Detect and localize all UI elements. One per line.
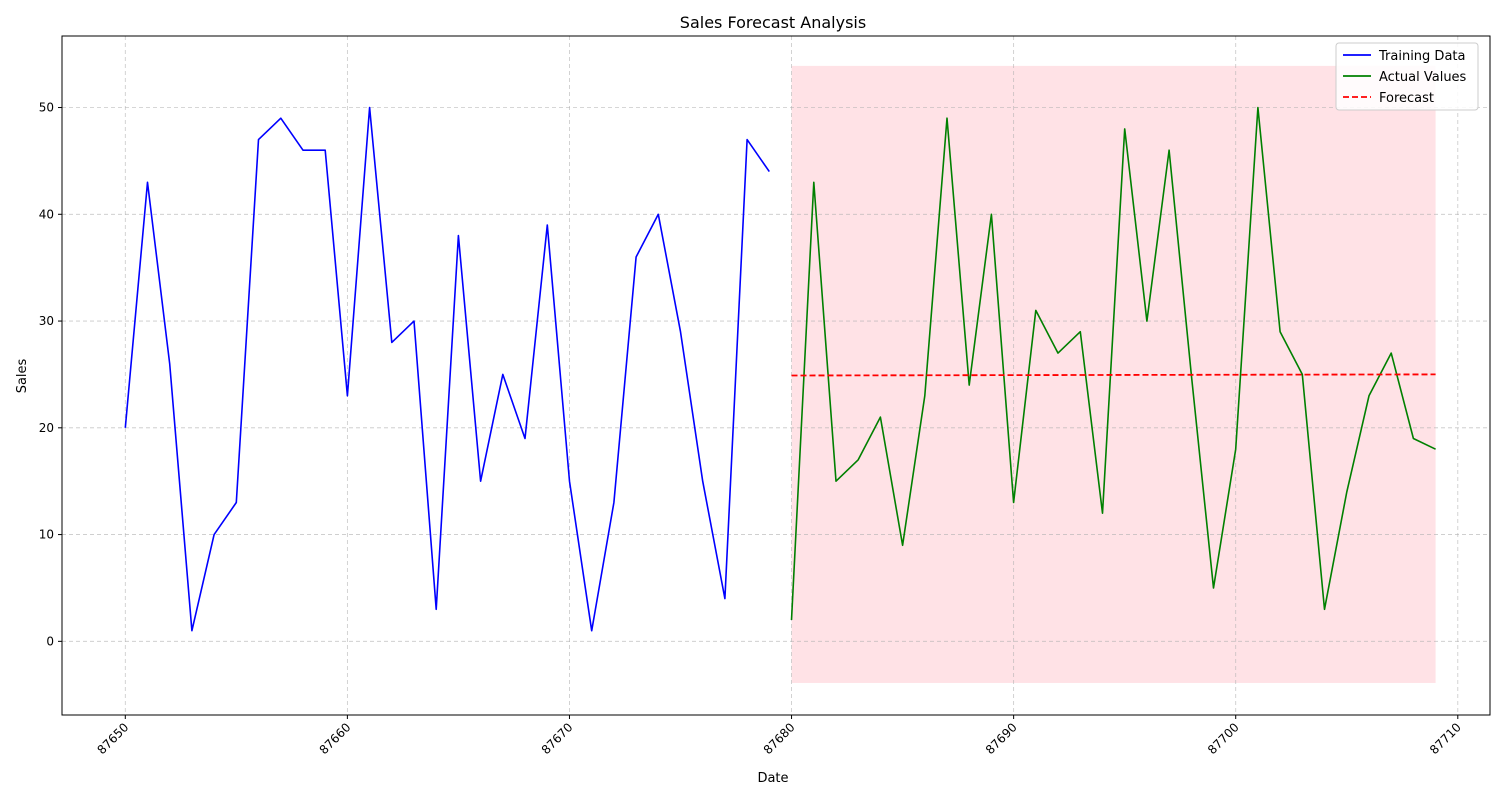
legend-items: Training Data Actual Values Forecast	[1343, 49, 1467, 106]
y-tick-label: 0	[46, 634, 54, 648]
x-tick-label: 87710	[1427, 720, 1464, 757]
legend: Training Data Actual Values Forecast	[1335, 42, 1479, 111]
x-tick-label: 87690	[983, 720, 1020, 757]
y-tick-label: 30	[39, 314, 54, 328]
series-line-training-data	[124, 106, 770, 632]
y-tick-label: 40	[39, 207, 54, 221]
legend-label: Training Data	[1378, 49, 1465, 64]
legend-box	[1335, 42, 1479, 111]
series-line-forecast	[791, 373, 1436, 377]
legend-label: Forecast	[1379, 91, 1434, 106]
plot-frame	[61, 35, 1491, 716]
y-axis-label: Sales	[15, 358, 30, 393]
y-axis-ticks: 0 10 20 30 40 50	[39, 101, 62, 648]
confidence-band-layer	[791, 65, 1436, 683]
series-line-actual-values	[790, 106, 1436, 621]
y-tick-label: 50	[39, 101, 54, 115]
y-tick-label: 10	[39, 528, 54, 542]
x-tick-label: 87660	[317, 720, 354, 757]
chart-title: Sales Forecast Analysis	[680, 13, 866, 32]
x-tick-label: 87670	[539, 720, 576, 757]
confidence-band	[791, 65, 1436, 683]
grid-layer	[62, 36, 1490, 715]
legend-label: Actual Values	[1379, 70, 1467, 85]
y-tick-label: 20	[39, 421, 54, 435]
series-layer	[124, 106, 1436, 632]
x-tick-label: 87700	[1205, 720, 1242, 757]
x-tick-label: 87650	[95, 720, 132, 757]
x-tick-label: 87680	[761, 720, 798, 757]
x-axis-ticks: 87650 87660 87670 87680 87690 87700 87710	[95, 715, 1464, 757]
x-axis-label: Date	[757, 771, 788, 786]
